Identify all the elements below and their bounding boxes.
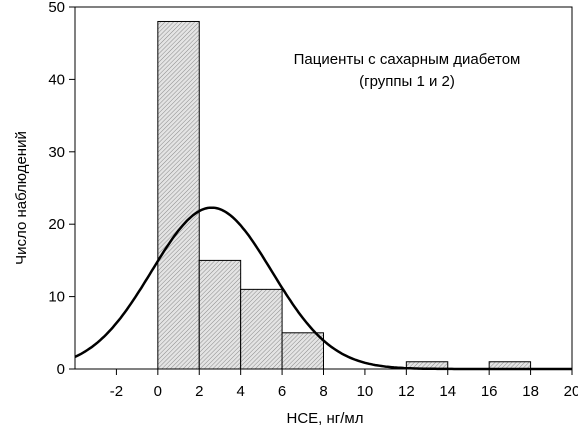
x-tick-label: 4 xyxy=(236,383,244,400)
histogram-bar xyxy=(240,288,283,370)
histogram-bar xyxy=(281,332,325,370)
x-tick-label: 10 xyxy=(357,383,374,400)
y-tick-label: 10 xyxy=(48,289,65,306)
x-tick-label: 6 xyxy=(278,383,286,400)
x-tick-label: 12 xyxy=(398,383,415,400)
histogram-bars xyxy=(157,20,532,370)
y-tick-label: 0 xyxy=(57,361,65,378)
histogram-bar xyxy=(157,20,200,370)
chart-subtitle: (группы 1 и 2) xyxy=(359,73,455,90)
x-tick-label: 2 xyxy=(195,383,203,400)
x-tick-label: 20 xyxy=(564,383,578,400)
histogram-bar xyxy=(198,259,242,370)
x-tick-label: 0 xyxy=(154,383,162,400)
y-tick-label: 30 xyxy=(48,144,65,161)
y-tick-label: 40 xyxy=(48,71,65,88)
y-tick-label: 20 xyxy=(48,216,65,233)
x-tick-label: -2 xyxy=(110,383,123,400)
x-tick-label: 8 xyxy=(319,383,327,400)
x-axis-label: НСЕ, нг/мл xyxy=(287,410,364,427)
axis-ticks: 0 10 20 30 40 50 -2 0 2 4 6 8 10 12 14 16 18 20 xyxy=(48,0,578,400)
chart-title: Пациенты с сахарным диабетом xyxy=(294,51,521,68)
y-tick-label: 50 xyxy=(48,0,65,16)
x-tick-label: 14 xyxy=(439,383,456,400)
x-tick-label: 16 xyxy=(481,383,498,400)
x-tick-label: 18 xyxy=(522,383,539,400)
y-axis-label: Число наблюдений xyxy=(13,131,30,265)
